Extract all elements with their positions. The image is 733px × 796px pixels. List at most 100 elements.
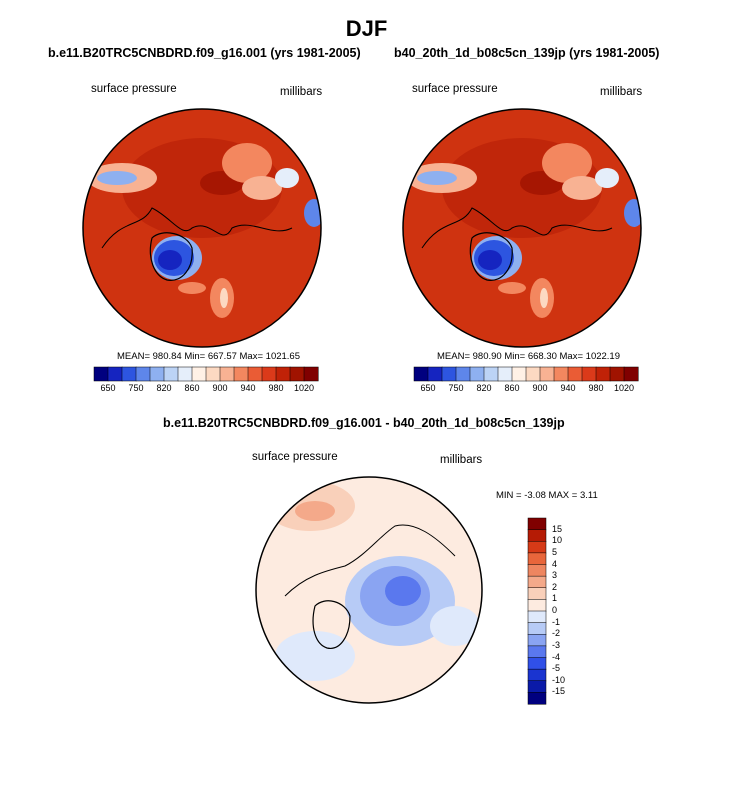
map-1-mountains [242, 176, 282, 200]
panel-1-colorbar-labels: 650 750 820 860 900 940 980 1020 [94, 383, 318, 395]
colorbar-2-tick-label: 820 [476, 383, 492, 393]
colorbar-2-swatch [469, 366, 485, 382]
colorbar-1-tick-label: 1020 [293, 383, 315, 393]
colorbar-3-tick-label: -1 [552, 616, 561, 627]
map-2-coastline [421, 207, 613, 249]
colorbar-2-swatch [441, 366, 457, 382]
diff-greenland-coast [312, 600, 351, 649]
figure-title: DJF [345, 16, 388, 41]
map-1-scandinavia-peak [220, 288, 228, 308]
map-1-boundary [82, 108, 322, 348]
panel-2-variable: surface pressure [412, 83, 498, 95]
colorbar-1-swatch [163, 366, 179, 382]
map-2-rockies-low [417, 171, 457, 185]
colorbar-1-swatch [149, 366, 165, 382]
colorbar-2-tick-label: 750 [448, 383, 464, 393]
colorbar-2-swatch [539, 366, 555, 382]
panel-1-title: b.e11.B20TRC5CNBDRD.f09_g16.001 (yrs 198… [48, 46, 361, 60]
colorbar-1-tick-label: 750 [128, 383, 144, 393]
colorbar-3-tick-label: 15 [552, 523, 563, 534]
colorbar-3-tick-label: 3 [552, 570, 558, 581]
colorbar-3-swatch [527, 529, 547, 542]
colorbar-2-swatch [511, 366, 527, 382]
colorbar-3-tick-label: 1 [552, 593, 558, 604]
difference-polar-map [255, 476, 483, 704]
colorbar-3-tick-label: -4 [552, 651, 561, 662]
colorbar-1-swatch [205, 366, 221, 382]
diff-boundary [255, 476, 483, 704]
map-1-rockies-low [97, 171, 137, 185]
colorbar-3-tick-label: 4 [552, 558, 558, 569]
colorbar-3-swatch [527, 575, 547, 589]
difference-colorbar [527, 517, 547, 705]
colorbar-1-tick-label: 940 [240, 383, 256, 393]
difference-stats: MIN = -3.08 MAX = 3.11 [496, 490, 598, 501]
colorbar-3-swatch [527, 692, 547, 705]
diff-arctic-negative-core [385, 576, 421, 606]
colorbar-1-swatch [261, 366, 277, 382]
colorbar-3-tick-label: 2 [552, 581, 558, 592]
colorbar-2-tick-label: 940 [560, 383, 576, 393]
difference-variable: surface pressure [252, 451, 338, 463]
panel-2-units: millibars [600, 86, 643, 98]
diff-coastline [284, 524, 456, 597]
panel-2-title: b40_20th_1d_b08c5cn_139jp (yrs 1981-2005… [394, 46, 660, 60]
colorbar-1-swatch [233, 366, 249, 382]
colorbar-2-swatch [567, 366, 583, 382]
colorbar-1-swatch [219, 366, 235, 382]
colorbar-3-tick-label: 10 [552, 535, 563, 546]
colorbar-3-tick-label: 5 [552, 546, 558, 557]
colorbar-3-tick-label: -5 [552, 663, 561, 674]
colorbar-3-tick-label: -2 [552, 628, 561, 639]
panel-1-variable: surface pressure [91, 83, 177, 95]
colorbar-1-tick-label: 820 [156, 383, 172, 393]
panel-2-colorbar [413, 366, 639, 382]
panel-1-units: millibars [280, 86, 323, 98]
panel-1-colorbar [93, 366, 319, 382]
panel-2-polar-map [402, 108, 642, 348]
colorbar-2-swatch [609, 366, 625, 382]
colorbar-2-swatch [553, 366, 569, 382]
colorbar-2-swatch [483, 366, 499, 382]
colorbar-1-tick-label: 980 [268, 383, 284, 393]
difference-title: b.e11.B20TRC5CNBDRD.f09_g16.001 - b40_20… [163, 416, 565, 430]
colorbar-1-swatch [247, 366, 263, 382]
colorbar-3-swatch [527, 610, 547, 624]
colorbar-3-swatch [527, 680, 547, 693]
panel-1-stats: MEAN= 980.84 Min= 667.57 Max= 1021.65 [117, 351, 300, 362]
map-2-greenland-core [478, 250, 502, 270]
diff-siberia [385, 504, 445, 548]
colorbar-2-swatch [623, 366, 639, 382]
colorbar-3-tick-label: 0 [552, 605, 558, 615]
colorbar-3-swatch [527, 587, 547, 600]
colorbar-3-tick-label: -15 [552, 686, 566, 697]
map-1-coastline [101, 207, 293, 249]
colorbar-2-swatch [595, 366, 611, 382]
colorbar-1-swatch [275, 366, 291, 382]
map-1-greenland-core [158, 250, 182, 270]
colorbar-1-swatch [93, 366, 109, 382]
colorbar-1-swatch [107, 366, 123, 382]
colorbar-3-swatch [527, 634, 547, 647]
map-2-greenland-coast [469, 232, 513, 281]
colorbar-2-tick-label: 980 [588, 383, 604, 393]
colorbar-2-swatch [413, 366, 429, 382]
colorbar-1-tick-label: 650 [100, 383, 116, 393]
colorbar-2-swatch [525, 366, 541, 382]
map-2-boundary [402, 108, 642, 348]
colorbar-1-tick-label: 860 [184, 383, 200, 393]
map-2-siberia-plateau [542, 143, 592, 183]
colorbar-3-tick-label: -3 [552, 639, 561, 650]
map-2-scandinavia-peak [540, 288, 548, 308]
map-1-greenland-coast [149, 232, 193, 281]
panel-2-colorbar-labels: 650 750 820 860 900 940 980 1020 [414, 383, 638, 395]
diff-atlantic [275, 631, 355, 681]
colorbar-1-swatch [303, 366, 319, 382]
map-1-iceland [178, 282, 206, 294]
colorbar-1-tick-label: 900 [212, 383, 228, 393]
colorbar-3-tick-label: -10 [552, 674, 566, 685]
colorbar-2-swatch [427, 366, 443, 382]
map-1-siberia-plateau [222, 143, 272, 183]
colorbar-2-swatch [497, 366, 513, 382]
colorbar-2-swatch [455, 366, 471, 382]
